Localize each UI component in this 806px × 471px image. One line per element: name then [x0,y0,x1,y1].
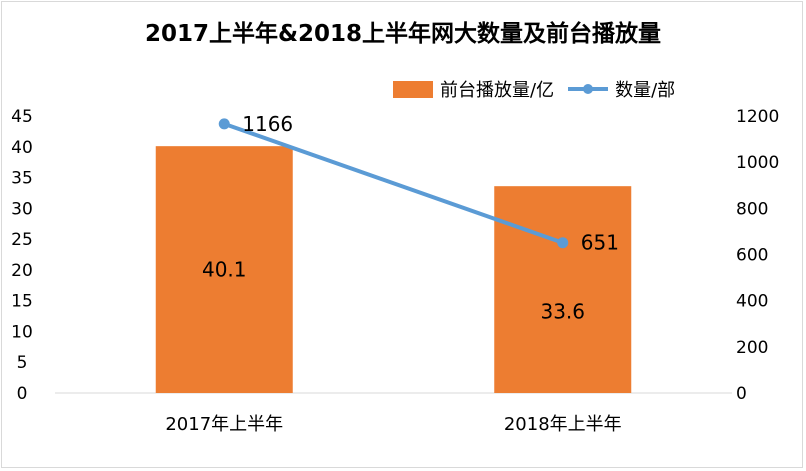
y-right-tick-label: 0 [736,384,747,404]
legend-item-line: 数量/部 [568,76,675,102]
y-right-tick-label: 200 [736,338,768,358]
y-left-tick-label: 45 [11,107,33,127]
line-data-label: 1166 [242,112,293,136]
line-point [557,237,569,249]
y-left-tick-label: 15 [11,292,33,312]
bar [494,186,632,393]
y-left-tick-label: 10 [11,322,33,342]
y-left-tick-label: 40 [11,138,33,158]
y-right-tick-label: 1200 [736,107,779,127]
y-left-tick-label: 5 [17,353,28,373]
x-tick-label: 2018年上半年 [504,414,622,435]
legend-label-line: 数量/部 [615,80,676,101]
bar [155,146,293,393]
y-left-tick-label: 25 [11,230,33,250]
x-tick-label: 2017年上半年 [165,414,283,435]
chart-title: 2017上半年&2018上半年网大数量及前台播放量 [144,21,662,47]
y-left-tick-label: 35 [11,169,33,189]
y-right-tick-label: 800 [736,199,768,219]
legend-item-bar: 前台播放量/亿 [393,76,554,102]
bar-data-label: 40.1 [202,258,247,282]
legend-swatch-line [568,84,609,94]
legend: 前台播放量/亿 数量/部 [393,76,689,102]
y-right-tick-label: 1000 [736,153,779,173]
bar-data-label: 33.6 [540,300,585,324]
y-right-tick-label: 600 [736,246,768,266]
series-line [223,121,564,245]
line-data-label: 651 [581,231,619,255]
y-right-tick-label: 400 [736,292,768,312]
y-left-tick-label: 20 [11,261,33,281]
legend-swatch-bar [393,80,433,98]
y-left-tick-label: 30 [11,199,33,219]
line-point [218,118,230,130]
y-left-tick-label: 0 [17,384,28,404]
legend-label-bar: 前台播放量/亿 [440,80,555,101]
